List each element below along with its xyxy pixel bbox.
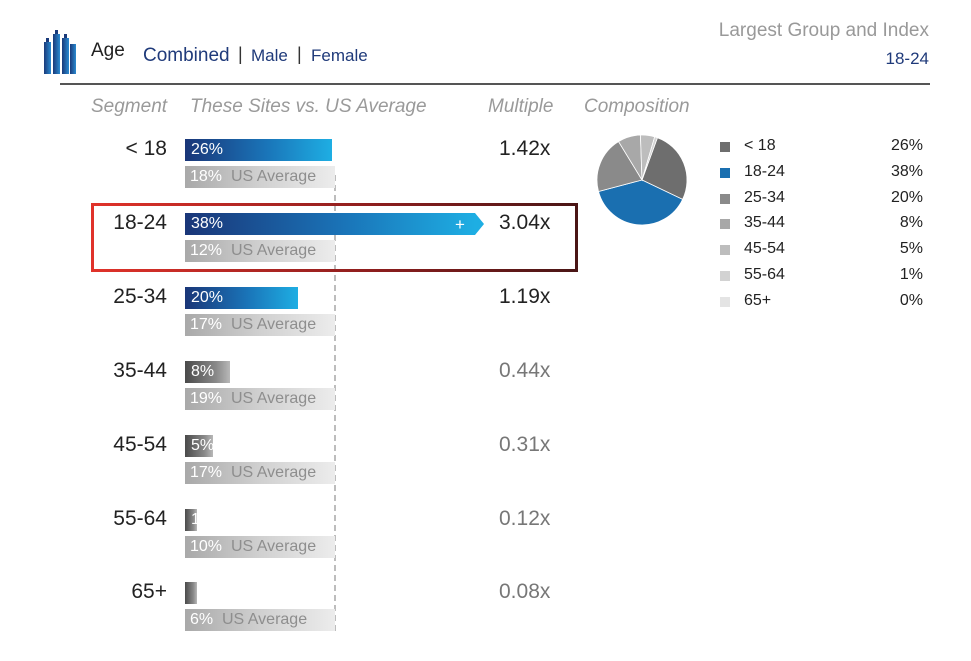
site-percent-label: 20% [191,289,224,306]
us-average-label: US Average [222,611,308,628]
segment-row: 45-54 5% 17% US Average 0.31x [0,433,600,507]
legend-swatch [720,142,730,152]
legend-value: 5% [899,240,923,258]
us-average-bar: 17% US Average [185,314,335,336]
legend-swatch [720,296,730,307]
legend-item: 55-64 1% [718,266,923,292]
us-average-bar: 18% US Average [185,166,335,188]
us-average-label: US Average [231,390,317,407]
site-percent-bar: 20% [185,287,299,309]
legend-value: 0% [899,291,923,309]
column-head-composition: Composition [584,96,690,117]
legend-label: 65+ [744,291,772,309]
site-percent-bar: 5% [185,435,215,457]
pie-slice [641,136,658,181]
legend-value: 8% [899,214,923,232]
us-average-label: US Average [231,464,317,481]
us-average-percent: 6% [190,611,214,628]
us-average-percent: 10% [190,538,223,555]
legend-label: < 18 [744,137,776,154]
legend-value: 1% [899,265,923,283]
legend-label: 35-44 [744,214,785,232]
us-average-percent: 19% [190,390,223,407]
us-average-percent: 18% [190,168,223,185]
filter-separator: | [297,44,302,64]
us-average-label: US Average [231,538,317,555]
site-percent-label: 1 [191,511,200,528]
index-multiple: 0.31x [499,433,551,456]
site-percent-bar: 1 [185,509,200,531]
segment-row: 55-64 1 10% US Average 0.12x [0,507,600,581]
legend-item: 65+ 0% [718,292,923,318]
column-head-segment: Segment [91,96,168,117]
site-percent-bar [185,582,197,604]
segment-label: 45-54 [113,433,167,456]
column-head-multiple: Multiple [488,96,554,117]
legend-item: 35-44 8% [718,214,923,240]
legend-item: 18-24 38% [718,163,923,189]
legend-swatch [720,245,730,256]
header-divider [60,83,930,85]
filter-female[interactable]: Female [311,46,368,65]
legend-value: 20% [890,188,923,206]
composition-legend: < 18 26% 18-24 38% 25-34 20% 35-44 8% 45-54 5% 55-… [718,137,923,318]
us-average-bar: 10% US Average [185,536,335,558]
us-average-percent: 17% [190,316,223,333]
segment-label: 35-44 [113,359,167,382]
us-average-bar: 19% US Average [185,388,335,410]
filter-separator: | [238,44,243,64]
segment-row: 35-44 8% 19% US Average 0.44x [0,359,600,433]
legend-label: 25-34 [744,188,785,206]
page-title: Age [91,40,125,61]
legend-swatch [720,219,730,230]
index-multiple: 0.12x [499,507,551,530]
segment-label: 65+ [131,580,167,603]
site-percent-bar: 8% [185,361,231,383]
segment-label: < 18 [125,137,167,160]
legend-swatch [720,270,730,281]
filter-combined[interactable]: Combined [143,45,230,66]
index-multiple: 1.42x [499,137,551,160]
legend-value: 38% [890,162,923,180]
us-average-reference-line [334,175,336,631]
index-multiple: 1.19x [499,285,551,308]
largest-group-title: Largest Group and Index [718,20,929,41]
filter-male[interactable]: Male [251,46,288,65]
legend-value: 26% [890,137,923,154]
segment-label: 55-64 [113,507,167,530]
segment-row: 25-34 20% 17% US Average 1.19x [0,285,600,359]
legend-label: 18-24 [744,162,785,180]
legend-item: 45-54 5% [718,240,923,266]
pie-slice [641,137,688,200]
us-average-percent: 17% [190,464,223,481]
site-logo-icon [44,30,76,74]
index-multiple: 0.08x [499,580,551,603]
us-average-bar: 6% US Average [185,609,335,631]
index-multiple: 0.44x [499,359,551,382]
largest-group-highlight [91,203,578,272]
pie-slice [596,141,643,193]
us-average-bar: 17% US Average [185,462,335,484]
us-average-label: US Average [231,316,317,333]
legend-label: 45-54 [744,240,785,258]
segment-label: 25-34 [113,285,167,308]
site-percent-bar: 26% [185,139,333,161]
legend-item: < 18 26% [718,137,923,163]
legend-swatch [720,167,730,178]
site-percent-label: 8% [191,363,215,380]
column-head-comparison: These Sites vs. US Average [190,96,427,117]
pie-slice [598,179,684,226]
segment-row: < 18 26% 18% US Average 1.42x [0,137,600,211]
largest-group-value: 18-24 [885,49,929,68]
legend-swatch [720,193,730,204]
segment-row: 65+ 6% US Average 0.08x [0,580,600,654]
legend-label: 55-64 [744,265,785,283]
us-average-label: US Average [231,168,317,185]
site-percent-label: 26% [191,141,224,158]
legend-item: 25-34 20% [718,189,923,215]
site-percent-label: 5% [191,437,215,454]
composition-pie-chart [596,134,688,226]
